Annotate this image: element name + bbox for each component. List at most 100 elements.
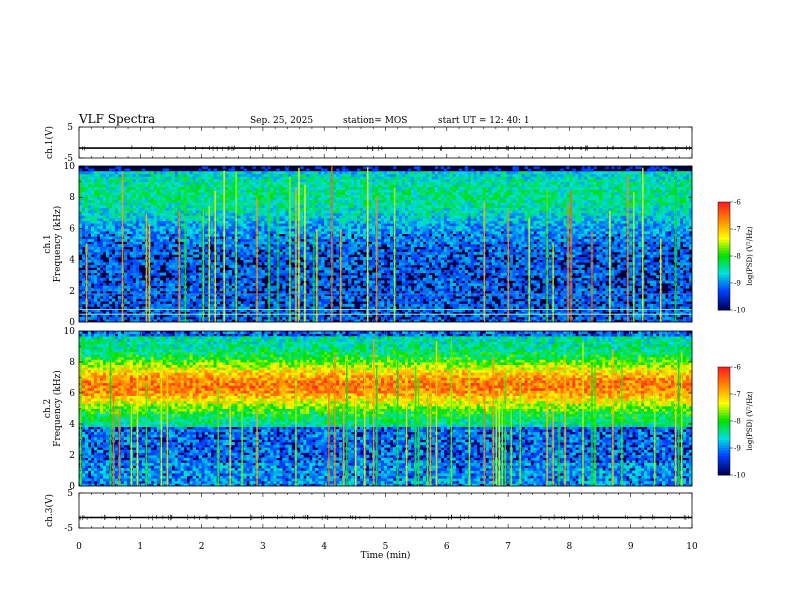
spectrogram-cell bbox=[141, 311, 146, 315]
spectrogram-cell bbox=[210, 207, 214, 211]
spectrogram-cell bbox=[345, 233, 349, 237]
spectrogram-cell bbox=[153, 220, 158, 224]
spectrogram-cell bbox=[360, 238, 364, 242]
spectrogram-cell bbox=[171, 280, 176, 284]
spectrogram-cell bbox=[258, 231, 262, 234]
spectrogram-cell bbox=[171, 249, 176, 253]
spectrogram-cell bbox=[339, 210, 343, 214]
spectrogram-cell bbox=[150, 238, 155, 242]
spectrogram-cell bbox=[324, 233, 328, 237]
spectrogram-cell bbox=[270, 301, 274, 305]
spectrogram-cell bbox=[93, 202, 98, 206]
spectrogram-cell bbox=[348, 316, 352, 320]
spectrogram-cell bbox=[216, 314, 220, 318]
spectrogram-cell bbox=[336, 272, 340, 276]
spectrogram-cell bbox=[210, 189, 214, 193]
spectrogram-cell bbox=[309, 212, 313, 216]
spectrogram-cell bbox=[171, 223, 176, 227]
spectrogram-cell bbox=[132, 181, 137, 185]
spectrogram-cell bbox=[324, 202, 328, 206]
spectrogram-cell bbox=[114, 210, 119, 214]
spectrogram-cell bbox=[162, 218, 167, 221]
spectrogram-cell bbox=[174, 231, 179, 234]
spectrogram-cell bbox=[354, 228, 358, 232]
spectrogram-cell bbox=[99, 238, 104, 242]
spectrogram-cell bbox=[300, 212, 304, 216]
spectrogram-cell bbox=[135, 309, 140, 312]
spectrogram-cell bbox=[258, 210, 262, 214]
spectrogram-cell bbox=[315, 173, 319, 177]
spectrogram-cell bbox=[273, 220, 277, 224]
spectrogram-cell bbox=[99, 259, 104, 263]
spectrogram-cell bbox=[168, 293, 173, 297]
spectrogram-cell bbox=[105, 207, 110, 211]
spectrogram-cell bbox=[168, 228, 173, 232]
spectrogram-cell bbox=[348, 301, 352, 305]
spectrogram-cell bbox=[153, 306, 158, 310]
spectrogram-cell bbox=[291, 283, 295, 286]
spectrogram-cell bbox=[264, 309, 268, 312]
spectrogram-cell bbox=[282, 205, 286, 208]
spectrogram-cell bbox=[90, 184, 95, 188]
spectrogram-cell bbox=[300, 181, 304, 185]
spectrogram-cell bbox=[333, 246, 337, 250]
spectrogram-cell bbox=[90, 259, 95, 263]
spectrogram-cell bbox=[141, 223, 146, 227]
spectrogram-cell bbox=[126, 241, 131, 245]
spectrogram-cell bbox=[360, 228, 364, 232]
spectrogram-cell bbox=[291, 311, 295, 315]
spectrogram-cell bbox=[273, 259, 277, 263]
spectrogram-cell bbox=[102, 262, 107, 266]
spectrogram-cell bbox=[351, 194, 355, 198]
spectrogram-cell bbox=[351, 228, 355, 232]
spectrogram-cell bbox=[204, 285, 208, 289]
spectrogram-cell bbox=[243, 301, 247, 305]
spectrogram-cell bbox=[79, 288, 83, 292]
spectrogram-cell bbox=[156, 285, 161, 289]
spectrogram-cell bbox=[123, 262, 128, 266]
spectrogram-cell bbox=[261, 202, 265, 206]
spectrogram-cell bbox=[99, 197, 104, 201]
spectrogram-cell bbox=[141, 293, 146, 297]
spectrogram-cell bbox=[321, 306, 325, 310]
spectrogram-cell bbox=[84, 173, 89, 177]
spectrogram-cell bbox=[351, 288, 355, 292]
spectrogram-cell bbox=[93, 186, 98, 190]
spectrogram-cell bbox=[132, 290, 137, 294]
spectrogram-cell bbox=[237, 181, 241, 185]
spectrogram-cell bbox=[318, 259, 322, 263]
spectrogram-cell bbox=[150, 316, 155, 320]
spectrogram-cell bbox=[81, 202, 86, 206]
spectrogram-cell bbox=[363, 189, 367, 193]
spectrogram-cell bbox=[369, 231, 373, 234]
spectrogram-cell bbox=[348, 275, 352, 279]
spectrogram-cell bbox=[363, 228, 367, 232]
spectrogram-cell bbox=[345, 220, 349, 224]
spectrogram-cell bbox=[189, 288, 194, 292]
spectrogram-cell bbox=[216, 233, 220, 237]
spectrogram-cell bbox=[360, 272, 364, 276]
spectrogram-cell bbox=[189, 192, 194, 195]
spectrogram-cell bbox=[273, 238, 277, 242]
spectrogram-cell bbox=[195, 293, 200, 297]
spectrogram-cell bbox=[138, 280, 143, 284]
spectrogram-cell bbox=[309, 316, 313, 320]
spectrogram-cell bbox=[351, 309, 355, 312]
spectrogram-cell bbox=[291, 249, 295, 253]
spectrogram-cell bbox=[99, 241, 104, 245]
spectrogram-cell bbox=[321, 228, 325, 232]
spectrogram-cell bbox=[138, 223, 143, 227]
spectrogram-cell bbox=[258, 189, 262, 193]
spectrogram-cell bbox=[126, 244, 131, 247]
spectrogram-cell bbox=[189, 290, 194, 294]
spectrogram-cell bbox=[108, 192, 113, 195]
spectrogram-cell bbox=[324, 303, 328, 307]
spectrogram-cell bbox=[96, 192, 101, 195]
spectrogram-cell bbox=[342, 192, 346, 195]
spectrogram-cell bbox=[87, 205, 92, 208]
spectrogram-cell bbox=[180, 267, 185, 271]
spectrogram-cell bbox=[150, 298, 155, 302]
spectrogram-cell bbox=[79, 210, 83, 214]
spectrogram-cell bbox=[105, 314, 110, 318]
spectrogram-cell bbox=[258, 202, 262, 206]
